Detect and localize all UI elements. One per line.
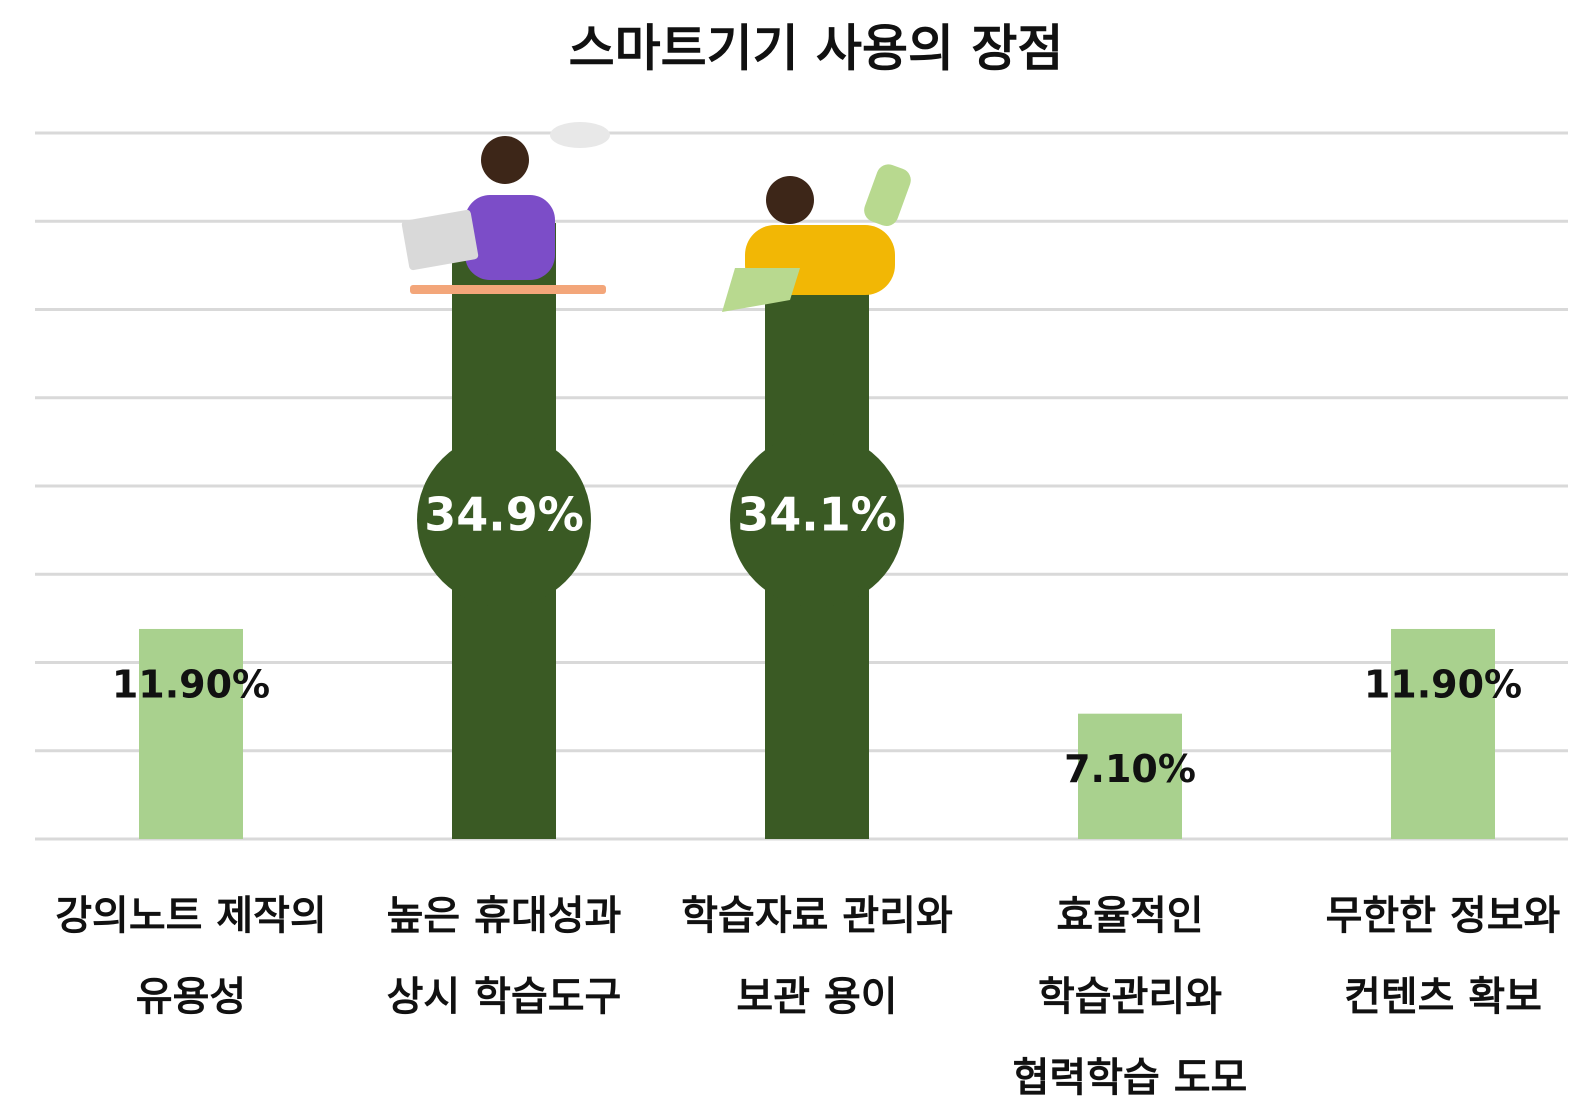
x-tick-label: 효율적인 — [1056, 893, 1203, 939]
value-label: 34.9% — [424, 488, 584, 542]
x-tick-label: 무한한 정보와 — [1326, 893, 1561, 939]
bar — [1078, 713, 1182, 839]
x-tick-label: 학습자료 관리와 — [681, 893, 953, 939]
chart-title: 스마트기기 사용의 장점 — [569, 20, 1064, 78]
x-tick-label: 컨텐츠 확보 — [1344, 974, 1542, 1020]
illustration — [401, 122, 911, 312]
bar — [1391, 628, 1495, 839]
x-tick-label: 학습관리와 — [1038, 974, 1222, 1020]
speech-bubble — [550, 122, 610, 148]
label-badge — [417, 433, 591, 607]
x-tick-label: 유용성 — [136, 974, 246, 1020]
value-label: 11.90% — [1364, 662, 1522, 706]
label-badge — [730, 433, 904, 607]
x-tick-label: 협력학습 도모 — [1013, 1055, 1248, 1101]
x-tick-label: 보관 용이 — [736, 974, 897, 1020]
value-label: 11.90% — [112, 662, 270, 706]
feet — [864, 164, 911, 226]
bar — [139, 628, 243, 839]
x-tick-label: 높은 휴대성과 — [387, 893, 622, 939]
laptop — [401, 209, 479, 271]
head — [481, 136, 529, 184]
desk — [410, 285, 606, 294]
value-label: 34.1% — [737, 488, 897, 542]
body — [465, 195, 555, 280]
x-tick-label: 강의노트 제작의 — [55, 893, 327, 939]
tablet — [722, 268, 800, 312]
value-label: 7.10% — [1064, 747, 1196, 791]
head — [766, 176, 814, 224]
x-tick-label: 상시 학습도구 — [387, 974, 622, 1020]
